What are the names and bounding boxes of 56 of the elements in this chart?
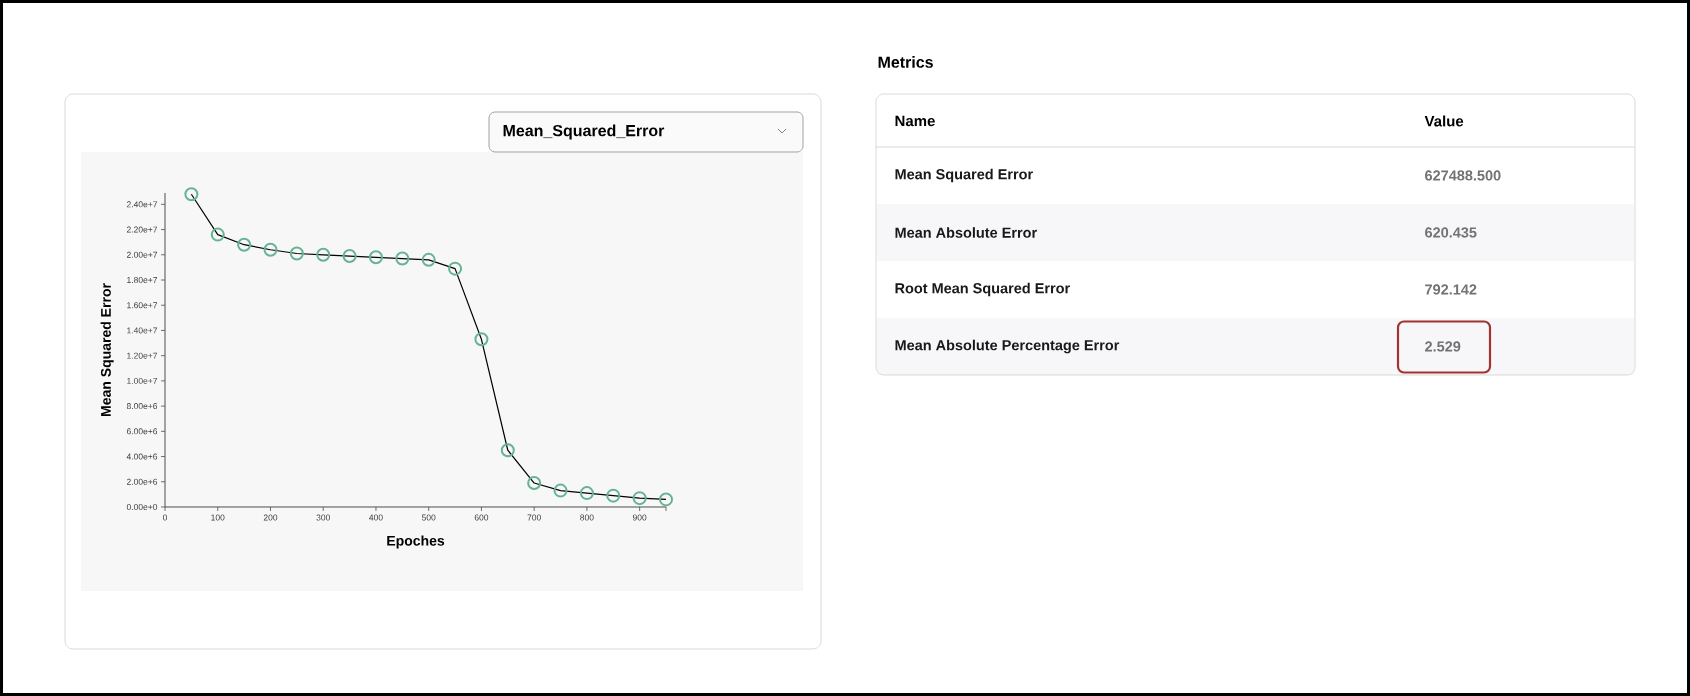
x-tick-label: 700: [527, 514, 541, 521]
y-tick-label: 1.60e+7: [127, 302, 158, 309]
text: 620.435: [1425, 227, 1477, 238]
y-tick-label: 1.00e+7: [127, 377, 158, 384]
x-tick-label: 0: [162, 514, 168, 521]
text: 2.529: [1425, 341, 1461, 352]
y-axis-title: Mean Squared Error: [100, 283, 114, 416]
point: [527, 476, 542, 491]
point: [632, 491, 647, 506]
y-tick-label: 2.00e+7: [126, 251, 158, 258]
x-tick-label: 200: [263, 514, 278, 521]
x-tick-label: 300: [316, 514, 330, 521]
x-tick-label: 400: [369, 514, 383, 521]
x-tick-label: 100: [211, 514, 225, 521]
x-tick-label: 900: [632, 514, 647, 521]
y-tick-label: 4.00e+6: [126, 453, 158, 460]
text: Metrics: [878, 56, 933, 68]
point: [395, 251, 410, 266]
point: [553, 483, 568, 498]
y-tick-label: 0.00e+0: [126, 503, 158, 510]
text: Name: [895, 115, 935, 127]
point: [659, 492, 673, 507]
point: [342, 249, 357, 264]
x-tick-label: 600: [474, 514, 489, 521]
y-tick-label: 6.00e+6: [126, 428, 158, 435]
y-tick-label: 2.20e+7: [126, 226, 158, 233]
point: [184, 187, 199, 202]
point: [289, 246, 304, 261]
point: [448, 261, 463, 276]
text: Root Mean Squared Error: [895, 282, 1070, 297]
point: [316, 247, 331, 262]
text: Mean_Squared_Error: [503, 124, 665, 140]
text: Mean Squared Error: [895, 168, 1033, 183]
text: 627488.500: [1425, 170, 1501, 181]
point: [210, 227, 225, 242]
y-tick-label: 1.80e+7: [127, 277, 158, 284]
point: [421, 252, 436, 267]
text: Mean Absolute Error: [895, 227, 1037, 238]
y-tick-label: 8.00e+6: [126, 403, 158, 410]
point: [474, 332, 489, 347]
point: [579, 486, 594, 501]
text: Mean Absolute Percentage Error: [895, 339, 1120, 354]
x-tick-label: 500: [421, 514, 436, 521]
point: [500, 443, 515, 458]
y-tick-label: 2.00e+6: [126, 478, 158, 485]
y-tick-label: 1.40e+7: [127, 327, 158, 334]
y-tick-label: 1.20e+7: [127, 352, 158, 359]
x-tick-label: 800: [580, 514, 594, 521]
text: 792.142: [1425, 284, 1477, 295]
x-axis-title: Epoches: [387, 535, 445, 549]
point: [606, 488, 621, 503]
point: [368, 250, 383, 265]
y-tick-label: 2.40e+7: [126, 201, 158, 208]
point: [237, 237, 252, 252]
text: Value: [1424, 115, 1464, 127]
point: [263, 242, 278, 257]
